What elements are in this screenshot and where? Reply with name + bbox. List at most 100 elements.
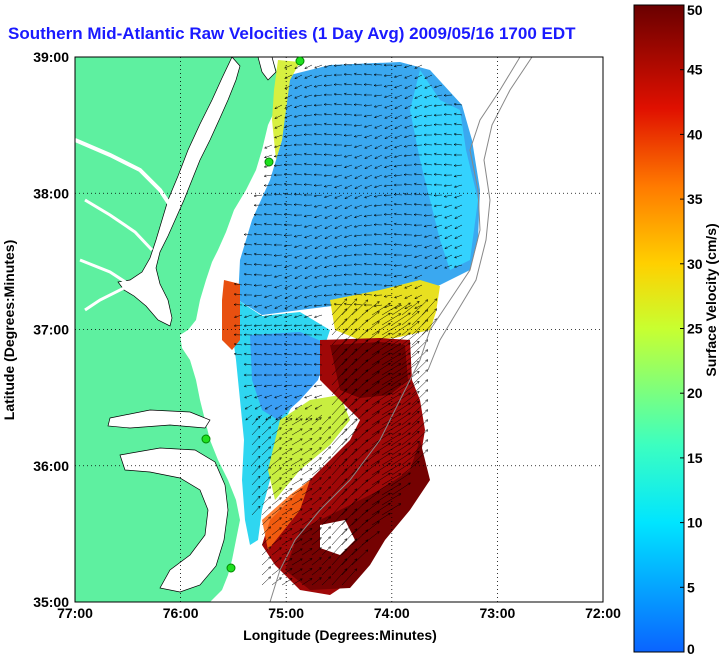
velocity-arrow-head bbox=[343, 63, 347, 67]
velocity-arrow-head bbox=[353, 253, 357, 257]
velocity-arrow bbox=[324, 123, 333, 126]
velocity-arrow-head bbox=[323, 74, 327, 78]
velocity-arrow-head bbox=[309, 508, 313, 511]
velocity-arrow bbox=[344, 303, 353, 306]
velocity-arrow bbox=[314, 353, 323, 356]
velocity-arrow-head bbox=[313, 163, 317, 166]
velocity-arrow bbox=[364, 214, 373, 217]
velocity-arrow-head bbox=[398, 383, 402, 386]
velocity-arrow-head bbox=[364, 146, 368, 149]
velocity-arrow-head bbox=[283, 163, 287, 167]
velocity-arrow bbox=[414, 74, 423, 79]
velocity-arrow bbox=[394, 154, 403, 158]
velocity-arrow bbox=[314, 163, 323, 166]
velocity-arrow bbox=[454, 214, 463, 219]
velocity-arrow bbox=[304, 324, 313, 327]
velocity-arrow-head bbox=[383, 232, 387, 236]
velocity-arrow-head bbox=[413, 163, 417, 166]
velocity-arrow bbox=[344, 214, 353, 219]
velocity-arrow bbox=[294, 234, 303, 237]
velocity-arrow bbox=[411, 399, 428, 416]
velocity-arrow bbox=[394, 213, 403, 216]
velocity-arrow bbox=[274, 104, 283, 109]
velocity-arrow-head bbox=[403, 173, 407, 177]
velocity-arrow-head bbox=[289, 428, 293, 431]
velocity-arrow bbox=[364, 224, 373, 226]
velocity-arrow bbox=[291, 568, 303, 576]
colorbar-tick-label: 0 bbox=[687, 641, 695, 657]
velocity-arrow bbox=[351, 519, 369, 536]
velocity-arrow bbox=[414, 124, 423, 128]
velocity-arrow bbox=[404, 294, 413, 299]
velocity-arrow bbox=[394, 114, 403, 119]
velocity-arrow-head bbox=[343, 263, 347, 267]
velocity-arrow-head bbox=[376, 421, 380, 424]
velocity-arrow bbox=[291, 418, 303, 426]
velocity-arrow-head bbox=[403, 243, 407, 247]
velocity-arrow bbox=[411, 299, 428, 316]
velocity-arrow-head bbox=[309, 558, 313, 561]
velocity-arrow-head bbox=[263, 363, 267, 366]
velocity-arrow-head bbox=[344, 438, 348, 442]
velocity-arrow-head bbox=[374, 126, 378, 129]
velocity-arrow bbox=[404, 264, 413, 268]
velocity-arrow-head bbox=[328, 546, 332, 550]
velocity-arrow-head bbox=[313, 215, 317, 219]
velocity-arrow bbox=[374, 194, 383, 197]
velocity-arrow-head bbox=[313, 395, 318, 399]
velocity-arrow-head bbox=[383, 273, 387, 277]
colorbar-tick-label: 10 bbox=[687, 515, 703, 531]
velocity-arrow-head bbox=[433, 162, 437, 166]
velocity-arrow-head bbox=[443, 194, 447, 198]
velocity-arrow-head bbox=[324, 236, 328, 239]
velocity-arrow bbox=[271, 567, 282, 576]
velocity-arrow-head bbox=[299, 438, 303, 442]
velocity-arrow-head bbox=[444, 215, 448, 219]
velocity-arrow bbox=[424, 234, 433, 238]
velocity-arrow-head bbox=[354, 166, 358, 169]
velocity-arrow-head bbox=[383, 213, 387, 216]
velocity-arrow bbox=[334, 154, 343, 156]
velocity-arrow bbox=[414, 173, 423, 176]
velocity-arrow-head bbox=[354, 298, 358, 302]
velocity-arrow bbox=[324, 194, 333, 198]
velocity-arrow-head bbox=[293, 363, 297, 366]
velocity-arrow bbox=[234, 283, 243, 286]
velocity-arrow bbox=[271, 517, 282, 526]
velocity-arrow bbox=[264, 184, 273, 186]
velocity-arrow-head bbox=[398, 433, 402, 436]
velocity-arrow-head bbox=[268, 556, 272, 560]
velocity-arrow-head bbox=[273, 352, 277, 356]
velocity-arrow-head bbox=[303, 352, 307, 356]
velocity-arrow-head bbox=[354, 548, 358, 552]
velocity-arrow bbox=[394, 233, 403, 236]
velocity-arrow-head bbox=[344, 338, 348, 342]
velocity-arrow-head bbox=[343, 254, 347, 258]
velocity-arrow-head bbox=[344, 206, 348, 209]
velocity-arrow bbox=[404, 104, 413, 109]
velocity-region-yellow-east bbox=[330, 280, 440, 340]
velocity-arrow-head bbox=[376, 521, 380, 524]
velocity-arrow-head bbox=[323, 284, 327, 288]
velocity-arrow bbox=[424, 104, 433, 108]
velocity-arrow bbox=[331, 348, 347, 366]
velocity-arrow-head bbox=[263, 193, 267, 197]
velocity-arrow-head bbox=[407, 352, 411, 356]
velocity-arrow bbox=[261, 446, 271, 456]
velocity-arrow-head bbox=[264, 305, 268, 309]
velocity-arrow-head bbox=[273, 145, 277, 148]
velocity-arrow bbox=[331, 328, 347, 346]
velocity-arrow bbox=[371, 362, 391, 376]
velocity-arrow bbox=[371, 482, 391, 496]
velocity-arrow-head bbox=[343, 273, 347, 277]
velocity-arrow bbox=[314, 204, 323, 208]
velocity-arrow-head bbox=[398, 443, 402, 446]
velocity-arrow bbox=[254, 343, 263, 346]
velocity-arrow bbox=[374, 243, 383, 246]
velocity-arrow-head bbox=[407, 332, 411, 336]
velocity-arrow bbox=[354, 164, 363, 169]
velocity-arrow bbox=[391, 472, 411, 486]
velocity-arrow-head bbox=[354, 408, 358, 412]
velocity-arrow-head bbox=[416, 370, 420, 374]
velocity-arrow-head bbox=[253, 333, 257, 337]
